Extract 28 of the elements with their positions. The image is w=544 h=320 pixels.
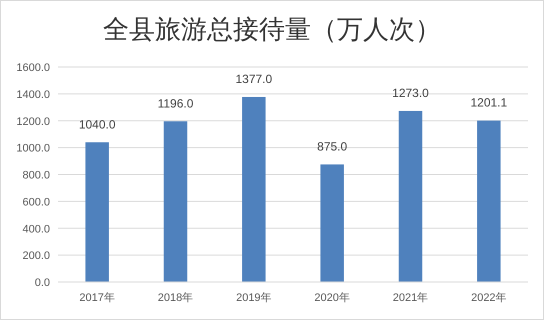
y-tick-label: 1400.0	[16, 88, 50, 101]
bar	[85, 142, 109, 282]
data-label: 1040.0	[78, 117, 116, 132]
y-tick-label: 600.0	[22, 196, 50, 208]
y-tick-label: 200.0	[22, 250, 50, 262]
x-tick-label: 2018年	[158, 292, 194, 304]
bar	[164, 121, 188, 282]
x-tick-label: 2022年	[471, 292, 507, 304]
data-label: 1196.0	[158, 96, 194, 110]
y-tick-label: 1000.0	[16, 142, 50, 155]
y-tick-label: 800.0	[22, 170, 50, 182]
x-tick-label: 2019年	[236, 292, 272, 304]
bar	[477, 120, 501, 282]
bar	[398, 110, 422, 282]
y-tick-label: 0.0	[34, 277, 50, 289]
data-label: 1201.1	[470, 96, 508, 110]
x-tick-label: 2017年	[79, 292, 115, 304]
chart-title: 全县旅游总接待量（万人次）	[103, 15, 441, 45]
data-label: 1377.0	[235, 72, 273, 86]
y-tick-label: 400.0	[22, 223, 50, 236]
x-tick-label: 2020年	[314, 292, 350, 304]
y-tick-label: 1600.0	[16, 62, 50, 74]
x-tick-label: 2021年	[392, 292, 428, 304]
data-label: 1273.0	[392, 86, 430, 100]
bar	[320, 164, 344, 282]
bar	[242, 96, 266, 282]
y-tick-label: 1200.0	[16, 116, 50, 128]
data-label: 875.0	[317, 139, 348, 154]
